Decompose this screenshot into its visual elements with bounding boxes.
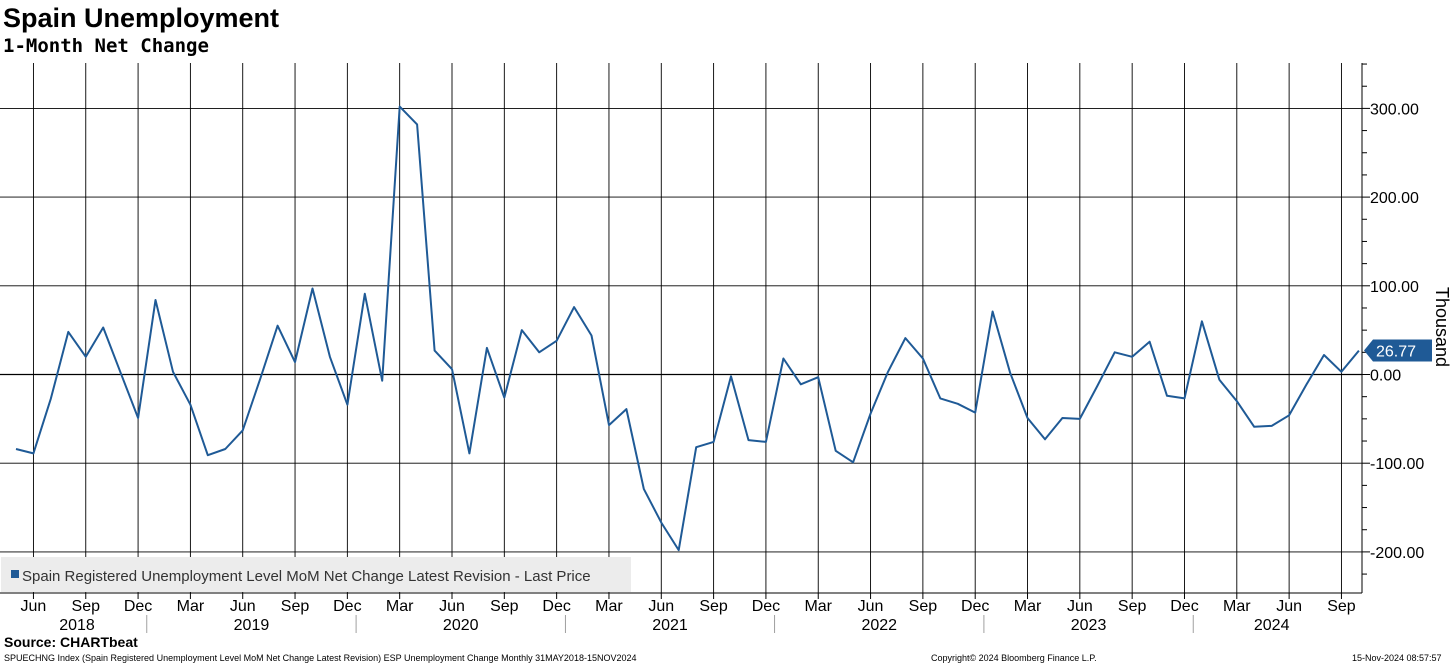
source-label: Source: CHARTbeat bbox=[4, 634, 138, 650]
x-tick-label: Mar bbox=[177, 598, 205, 615]
x-tick-label: Jun bbox=[439, 598, 465, 615]
x-tick-label: Dec bbox=[542, 598, 570, 615]
x-tick-label: Jun bbox=[21, 598, 47, 615]
x-tick-label: Dec bbox=[124, 598, 152, 615]
x-tick-label: Jun bbox=[648, 598, 674, 615]
y-tick-label: -100.00 bbox=[1370, 456, 1424, 473]
last-value-label: 26.77 bbox=[1376, 344, 1416, 361]
footer-copyright: Copyright© 2024 Bloomberg Finance L.P. bbox=[931, 653, 1097, 663]
x-tick-label: Mar bbox=[386, 598, 414, 615]
x-tick-label: Sep bbox=[1327, 598, 1356, 615]
x-tick-label: Jun bbox=[1276, 598, 1302, 615]
x-tick-label: Mar bbox=[1014, 598, 1042, 615]
x-year-label: 2021 bbox=[652, 617, 688, 634]
x-year-label: 2018 bbox=[59, 617, 95, 634]
legend-label: Spain Registered Unemployment Level MoM … bbox=[22, 568, 591, 585]
x-tick-label: Dec bbox=[1170, 598, 1198, 615]
x-year-label: 2020 bbox=[443, 617, 479, 634]
x-tick-label: Jun bbox=[858, 598, 884, 615]
x-tick-label: Sep bbox=[909, 598, 938, 615]
x-year-label: 2024 bbox=[1254, 617, 1290, 634]
x-tick-label: Sep bbox=[1118, 598, 1147, 615]
series-line bbox=[15, 105, 1360, 552]
y-tick-label: 0.00 bbox=[1370, 368, 1401, 385]
x-year-label: 2023 bbox=[1071, 617, 1107, 634]
footer-timestamp: 15-Nov-2024 08:57:57 bbox=[1352, 653, 1442, 663]
x-tick-label: Mar bbox=[1223, 598, 1251, 615]
x-tick-label: Dec bbox=[333, 598, 361, 615]
x-tick-label: Dec bbox=[961, 598, 989, 615]
x-year-label: 2019 bbox=[234, 617, 270, 634]
y-tick-label: 100.00 bbox=[1370, 279, 1419, 296]
y-tick-label: -200.00 bbox=[1370, 545, 1424, 562]
x-year-label: 2022 bbox=[861, 617, 897, 634]
footer-description: SPUECHNG Index (Spain Registered Unemplo… bbox=[4, 653, 637, 663]
x-tick-label: Mar bbox=[595, 598, 623, 615]
x-tick-label: Sep bbox=[490, 598, 519, 615]
y-tick-label: 200.00 bbox=[1370, 190, 1419, 207]
last-value-badge bbox=[1364, 339, 1432, 362]
legend-swatch bbox=[11, 570, 19, 578]
x-tick-label: Sep bbox=[281, 598, 310, 615]
chart-title: Spain Unemployment bbox=[3, 3, 280, 33]
y-axis-label: Thousand bbox=[1432, 287, 1452, 367]
chart-subtitle: 1-Month Net Change bbox=[3, 35, 209, 57]
x-tick-label: Sep bbox=[72, 598, 101, 615]
y-tick-label: 300.00 bbox=[1370, 101, 1419, 118]
x-tick-label: Dec bbox=[752, 598, 780, 615]
x-tick-label: Jun bbox=[1067, 598, 1093, 615]
x-tick-label: Jun bbox=[230, 598, 256, 615]
x-tick-label: Sep bbox=[699, 598, 728, 615]
x-tick-label: Mar bbox=[804, 598, 832, 615]
legend-box bbox=[1, 557, 631, 592]
